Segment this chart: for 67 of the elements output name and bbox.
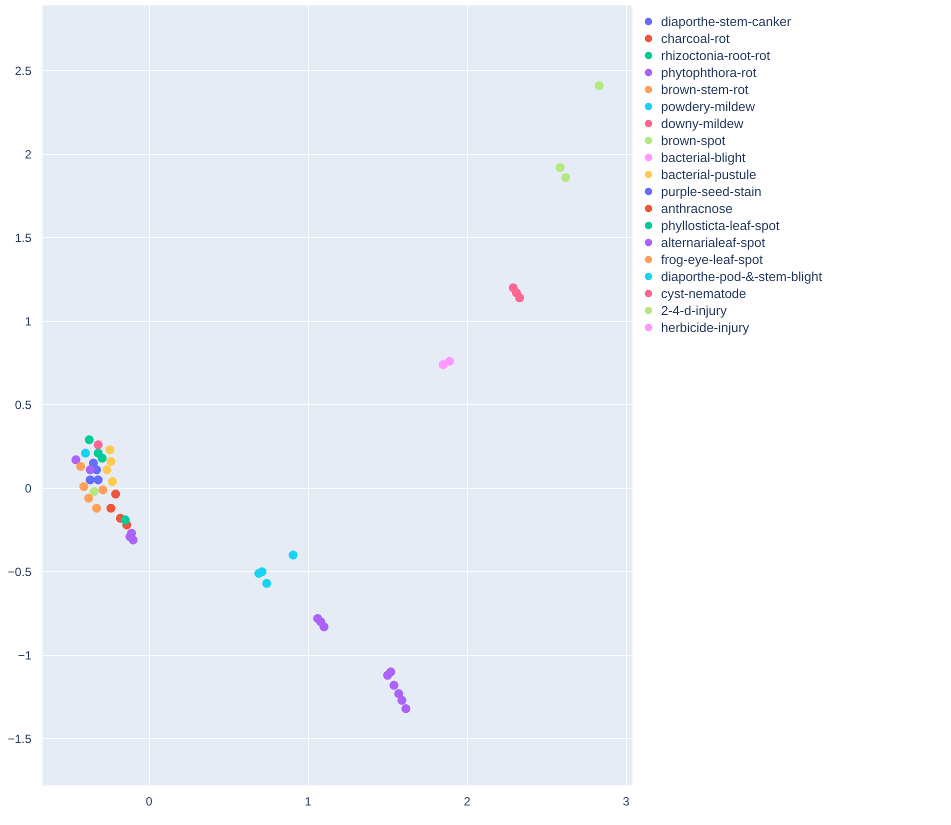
point: [386, 667, 396, 676]
legend-label: charcoal-rot: [661, 30, 730, 46]
y-tick-label: −0.5: [8, 565, 32, 580]
point: [106, 456, 116, 466]
x-tick-label: 2: [464, 794, 471, 808]
y-tick-label: 1.5: [14, 231, 32, 246]
point: [105, 445, 114, 454]
legend-label: downy-mildew: [661, 115, 744, 131]
y-tick-label: −1.5: [8, 732, 32, 746]
x-tick-label: 1: [304, 794, 312, 808]
legend-label: diaporthe-stem-canker: [661, 13, 792, 29]
point: [86, 475, 95, 484]
legend-label: brown-stem-rot: [661, 81, 748, 97]
point: [394, 689, 404, 698]
point: [515, 293, 524, 302]
point: [108, 477, 117, 486]
point: [401, 704, 410, 714]
y-tick-label: 0: [24, 482, 32, 496]
point: [80, 448, 90, 458]
legend-label: brown-spot: [661, 132, 726, 148]
legend-label: purple-seed-stain: [661, 183, 762, 199]
x-tick-label: 0: [146, 794, 153, 808]
legend-label: frog-eye-leaf-spot: [661, 251, 763, 267]
legend-label: bacterial-blight: [661, 149, 746, 165]
point: [90, 487, 99, 496]
legend-label: alternarialeaf-spot: [661, 234, 766, 250]
point: [561, 173, 570, 182]
legend-label: rhizoctonia-root-rot: [661, 47, 770, 63]
point: [556, 163, 565, 172]
legend-label: phyllosticta-leaf-spot: [661, 217, 780, 233]
y-tick-label: 0.5: [14, 398, 32, 412]
point: [71, 455, 80, 464]
point: [262, 578, 272, 588]
point: [120, 515, 130, 524]
point: [98, 485, 108, 494]
point: [92, 504, 102, 513]
point: [102, 465, 112, 474]
point: [94, 475, 103, 484]
point: [79, 482, 88, 492]
y-tick-label: −1: [18, 648, 32, 663]
legend-label: anthracnose: [661, 200, 733, 216]
x-tick-label: 3: [622, 794, 630, 808]
point: [98, 454, 107, 463]
point: [594, 81, 604, 90]
point: [111, 490, 120, 499]
legend-label: 2-4-d-injury: [661, 302, 727, 318]
point: [389, 680, 398, 690]
y-tick-label: 1: [24, 314, 32, 329]
point: [86, 465, 95, 474]
point: [84, 494, 94, 503]
point: [84, 435, 94, 444]
point: [445, 356, 454, 366]
legend-label: bacterial-pustule: [661, 166, 756, 182]
legend-label: phytophthora-rot: [661, 64, 756, 80]
legend-label: powdery-mildew: [661, 98, 755, 114]
point: [76, 462, 86, 471]
point: [288, 550, 298, 560]
point: [319, 622, 328, 632]
y-tick-label: 2: [24, 148, 32, 162]
legend-label: herbicide-injury: [661, 319, 750, 335]
point: [88, 458, 98, 468]
point: [94, 440, 103, 450]
legend-label: cyst-nematode: [661, 285, 746, 301]
point: [106, 504, 116, 513]
legend-label: diaporthe-pod-&-stem-blight: [661, 268, 822, 284]
y-tick-label: 2.5: [14, 64, 32, 78]
point: [397, 696, 406, 705]
